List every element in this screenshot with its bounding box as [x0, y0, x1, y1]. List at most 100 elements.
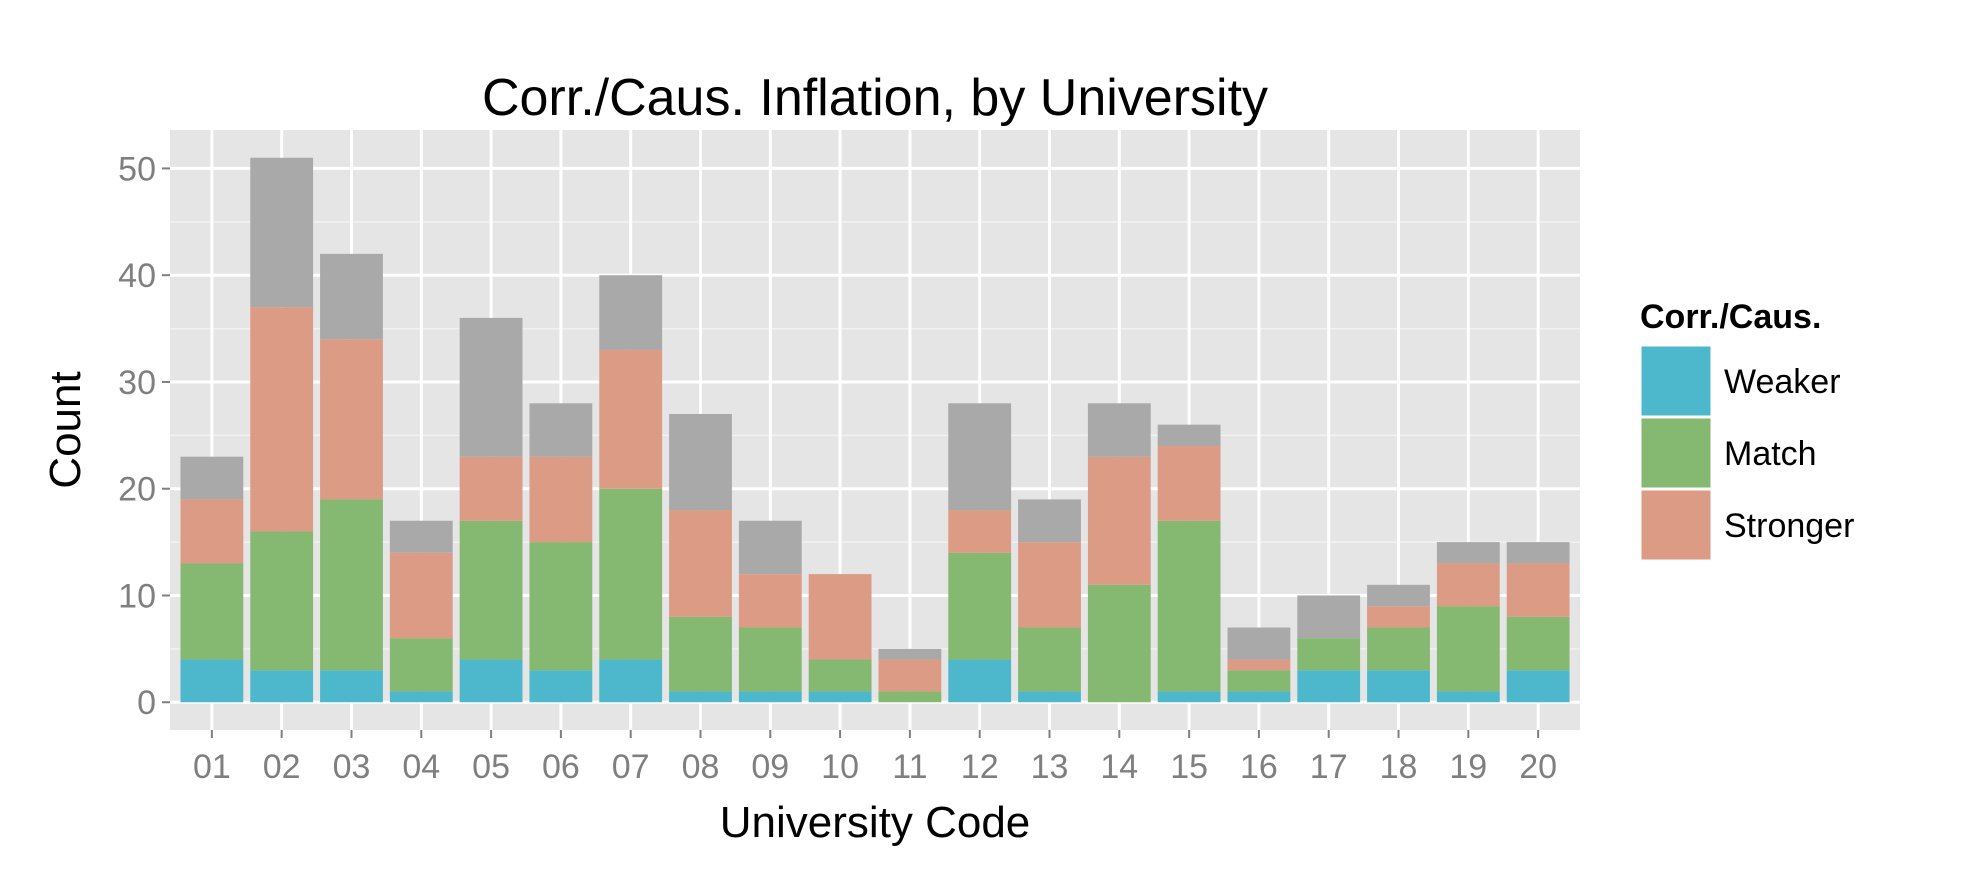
bar-weaker-07	[599, 659, 663, 703]
bar-stronger-07	[599, 349, 663, 489]
x-tick-label: 14	[1100, 748, 1138, 786]
legend-title: Corr./Caus.	[1640, 298, 1821, 336]
x-tick-label: 05	[472, 748, 510, 786]
bar-match-17	[1297, 638, 1361, 671]
bar-match-08	[669, 616, 732, 692]
x-tick-label: 19	[1449, 748, 1487, 786]
x-tick-label: 20	[1519, 748, 1557, 786]
bar-match-06	[529, 542, 593, 671]
bar-stronger-01	[180, 499, 244, 564]
x-axis-title: University Code	[720, 798, 1031, 847]
x-tick-label: 01	[193, 748, 231, 786]
bar-stronger-19	[1436, 563, 1500, 607]
bar-match-14	[1087, 584, 1151, 703]
bar-weaker-01	[180, 659, 244, 703]
bar-other-09	[738, 520, 802, 575]
bar-stronger-05	[459, 456, 523, 521]
bar-stronger-06	[529, 456, 593, 543]
x-tick-label: 09	[751, 748, 789, 786]
x-tick-label: 16	[1240, 748, 1278, 786]
bar-weaker-04	[389, 691, 453, 703]
bar-weaker-02	[250, 670, 314, 703]
bar-other-13	[1018, 499, 1081, 543]
legend-swatch-match	[1641, 418, 1711, 488]
x-tick-label: 08	[682, 748, 720, 786]
bar-weaker-06	[529, 670, 593, 703]
legend-swatch-stronger	[1641, 490, 1711, 560]
x-tick-label: 07	[612, 748, 650, 786]
bar-stronger-12	[948, 510, 1012, 553]
bar-weaker-19	[1436, 691, 1500, 703]
bar-stronger-15	[1157, 446, 1221, 521]
bar-match-11	[878, 691, 942, 703]
bar-match-13	[1018, 627, 1081, 692]
bar-weaker-13	[1018, 691, 1081, 703]
bar-other-01	[180, 456, 244, 500]
bar-other-08	[669, 413, 732, 511]
bar-match-20	[1506, 616, 1570, 671]
bar-match-04	[389, 638, 453, 692]
bar-other-16	[1227, 627, 1291, 660]
legend: Corr./Caus. Weaker Match Stronger	[1638, 298, 1854, 563]
x-tick-label: 18	[1380, 748, 1418, 786]
bar-stronger-03	[320, 339, 383, 500]
bar-match-12	[948, 552, 1012, 660]
y-tick-label: 30	[118, 364, 156, 402]
bar-other-02	[250, 157, 314, 308]
bar-stronger-09	[738, 574, 802, 628]
legend-label-weaker: Weaker	[1724, 363, 1841, 401]
y-tick-label: 20	[118, 471, 156, 509]
bar-stronger-04	[389, 552, 453, 639]
bar-match-15	[1157, 520, 1221, 692]
bar-other-18	[1367, 584, 1430, 607]
bar-other-17	[1297, 595, 1361, 639]
bar-weaker-18	[1367, 670, 1430, 703]
bar-stronger-16	[1227, 659, 1291, 671]
x-tick-label: 15	[1170, 748, 1208, 786]
x-tick-label: 02	[263, 748, 301, 786]
x-tick-label: 06	[542, 748, 580, 786]
bar-stronger-10	[808, 574, 872, 660]
bar-weaker-16	[1227, 691, 1291, 703]
x-tick-label: 04	[402, 748, 440, 786]
bar-other-11	[878, 648, 942, 660]
y-tick-label: 10	[118, 577, 156, 615]
y-axis-title: Count	[41, 371, 90, 488]
bar-match-02	[250, 531, 314, 671]
bar-other-12	[948, 403, 1012, 511]
x-tick-label: 10	[821, 748, 859, 786]
y-axis: 0 10 20 30 40 50	[118, 150, 170, 722]
bar-match-07	[599, 488, 663, 660]
bar-stronger-02	[250, 307, 314, 532]
bar-weaker-10	[808, 691, 872, 703]
bar-weaker-15	[1157, 691, 1221, 703]
bar-weaker-09	[738, 691, 802, 703]
bar-match-10	[808, 659, 872, 692]
legend-label-stronger: Stronger	[1724, 507, 1854, 545]
bar-other-20	[1506, 542, 1570, 564]
bar-match-05	[459, 520, 523, 660]
bar-match-19	[1436, 606, 1500, 692]
x-tick-label: 12	[961, 748, 999, 786]
bar-match-16	[1227, 670, 1291, 692]
bar-other-15	[1157, 424, 1221, 447]
bar-other-05	[459, 317, 523, 457]
bar-stronger-11	[878, 659, 942, 692]
x-tick-label: 13	[1031, 748, 1069, 786]
bar-other-06	[529, 403, 593, 457]
bar-match-03	[320, 499, 383, 671]
bar-weaker-03	[320, 670, 383, 703]
bar-other-03	[320, 253, 383, 340]
bar-weaker-20	[1506, 670, 1570, 703]
legend-swatch-weaker	[1641, 346, 1711, 416]
bars	[180, 157, 1570, 703]
bar-stronger-08	[669, 510, 732, 617]
x-tick-label: 17	[1310, 748, 1348, 786]
bar-stronger-18	[1367, 606, 1430, 628]
bar-weaker-12	[948, 659, 1012, 703]
y-tick-label: 40	[118, 257, 156, 295]
bar-weaker-08	[669, 691, 732, 703]
bar-stronger-13	[1018, 542, 1081, 628]
x-tick-label: 03	[333, 748, 371, 786]
